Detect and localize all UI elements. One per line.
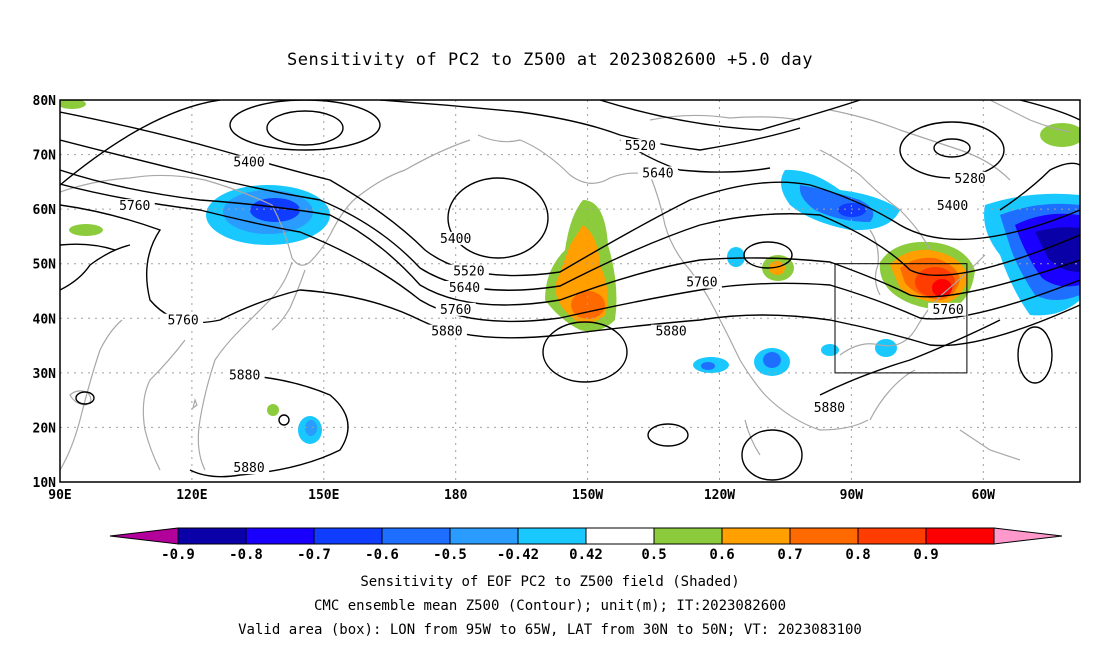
contour-label: 5400 bbox=[233, 155, 264, 170]
contour-label-bg bbox=[426, 324, 467, 338]
colorbar-tick-label: 0.9 bbox=[913, 547, 938, 563]
contour-label-bg bbox=[229, 461, 270, 475]
contour-label-bg bbox=[651, 324, 692, 338]
minor-sensitivity-features bbox=[60, 100, 1080, 444]
longitude-tick-labels: 90E 120E 150E 180 150W 120W 90W 60W bbox=[48, 488, 995, 503]
colorbar-tick-label: -0.8 bbox=[229, 547, 263, 563]
colorbar-tick-label: -0.7 bbox=[297, 547, 331, 563]
contour-label: 5760 bbox=[167, 314, 198, 329]
contour-label-bg bbox=[932, 199, 973, 213]
contour-label: 5400 bbox=[440, 232, 471, 247]
contour-label: 5640 bbox=[642, 166, 673, 181]
lon-label: 120W bbox=[704, 488, 735, 503]
colorbar-high-arrow bbox=[993, 527, 1063, 545]
lon-label: 180 bbox=[444, 488, 468, 503]
contour-label-bg bbox=[114, 199, 155, 213]
contour-label: 5760 bbox=[119, 199, 150, 214]
contour-label-bg bbox=[928, 302, 969, 316]
positive-sensitivity-region-northeast-us bbox=[879, 241, 975, 310]
contour-label: 5400 bbox=[937, 199, 968, 214]
sensitivity-shading bbox=[60, 100, 1080, 444]
lon-label: 150E bbox=[308, 488, 339, 503]
lat-label: 10N bbox=[33, 476, 57, 491]
colorbar-swatch bbox=[789, 527, 859, 545]
colorbar-tick-label: 0.8 bbox=[845, 547, 870, 563]
z500-contours bbox=[60, 100, 1080, 481]
contour-label-bg bbox=[224, 368, 265, 382]
lat-label: 70N bbox=[33, 149, 57, 164]
contour-label: 5520 bbox=[625, 139, 656, 154]
contour-label: 5640 bbox=[449, 281, 480, 296]
contour-label-bg bbox=[681, 275, 722, 289]
contour-label: 5280 bbox=[954, 172, 985, 187]
contour-labels: 5400576057605880588055205640540055205640… bbox=[114, 139, 991, 476]
colorbar-tick-label: -0.5 bbox=[433, 547, 467, 563]
contour-label-bg bbox=[435, 302, 476, 316]
colorbar-low-arrow bbox=[109, 527, 179, 545]
contour-label-bg bbox=[637, 166, 678, 180]
lat-label: 40N bbox=[33, 312, 57, 327]
colorbar-tick-label: -0.42 bbox=[497, 547, 539, 563]
positive-sensitivity-region-central-pacific bbox=[545, 200, 617, 332]
lon-label: 90W bbox=[840, 488, 864, 503]
caption-line-2: CMC ensemble mean Z500 (Contour); unit(m… bbox=[313, 598, 786, 614]
lat-label: 20N bbox=[33, 421, 57, 436]
contour-label: 5880 bbox=[431, 325, 462, 340]
contour-label: 5760 bbox=[932, 303, 963, 318]
colorbar-tick-label: 0.6 bbox=[709, 547, 734, 563]
contour-label: 5880 bbox=[229, 368, 260, 383]
lat-label: 80N bbox=[33, 94, 57, 109]
colorbar-swatch bbox=[245, 527, 315, 545]
lon-label: 120E bbox=[176, 488, 207, 503]
negative-sensitivity-region-hudson bbox=[781, 169, 900, 231]
colorbar-swatch bbox=[449, 527, 519, 545]
colorbar-tick-label: 0.42 bbox=[569, 547, 603, 563]
contour-label: 5880 bbox=[814, 401, 845, 416]
contour-label-bg bbox=[620, 139, 661, 153]
lon-label: 90E bbox=[48, 488, 71, 503]
contour-label-bg bbox=[444, 281, 485, 294]
contour-label: 5880 bbox=[233, 461, 264, 476]
colorbar-swatch bbox=[177, 527, 247, 545]
valid-area-box bbox=[834, 263, 968, 374]
lat-label: 60N bbox=[33, 203, 57, 218]
colorbar-tick-label: 0.7 bbox=[777, 547, 802, 563]
contour-label: 5520 bbox=[453, 265, 484, 280]
colorbar-swatch bbox=[925, 527, 995, 545]
colorbar-tick-label: -0.6 bbox=[365, 547, 399, 563]
caption-line-1: Sensitivity of EOF PC2 to Z500 field (Sh… bbox=[360, 574, 740, 590]
contour-label: 5760 bbox=[686, 276, 717, 291]
map-title: Sensitivity of PC2 to Z500 at 2023082600… bbox=[286, 50, 813, 70]
colorbar-swatch bbox=[721, 527, 791, 545]
colorbar-tick-label: -0.9 bbox=[161, 547, 195, 563]
contour-label-bg bbox=[448, 264, 489, 278]
lat-label: 50N bbox=[33, 258, 57, 273]
contour-label-bg bbox=[163, 313, 204, 327]
latitude-tick-labels: 80N 70N 60N 50N 40N 30N 20N 10N bbox=[33, 94, 57, 491]
colorbar-swatch bbox=[381, 527, 451, 545]
colorbar-tick-labels: -0.9 -0.8 -0.7 -0.6 -0.5 -0.42 0.42 0.5 0.6 0.7 0.… bbox=[161, 547, 939, 563]
lon-label: 150W bbox=[572, 488, 603, 503]
colorbar-swatch bbox=[585, 527, 655, 545]
contour-label-bg bbox=[950, 171, 991, 185]
lat-label: 30N bbox=[33, 367, 57, 382]
colorbar-swatch bbox=[313, 527, 383, 545]
contour-label-bg bbox=[809, 401, 850, 415]
colorbar bbox=[109, 527, 1063, 545]
caption-line-3: Valid area (box): LON from 95W to 65W, L… bbox=[238, 622, 862, 638]
contour-label: 5760 bbox=[440, 303, 471, 318]
contour-label-bg bbox=[229, 155, 270, 169]
colorbar-tick-label: 0.5 bbox=[641, 547, 666, 563]
colorbar-swatch bbox=[517, 527, 587, 545]
lon-label: 60W bbox=[972, 488, 996, 503]
colorbar-swatch bbox=[653, 527, 723, 545]
contour-label: 5880 bbox=[655, 325, 686, 340]
contour-label-bg bbox=[435, 231, 476, 245]
colorbar-swatch bbox=[857, 527, 927, 545]
plot-frame bbox=[59, 99, 1081, 483]
